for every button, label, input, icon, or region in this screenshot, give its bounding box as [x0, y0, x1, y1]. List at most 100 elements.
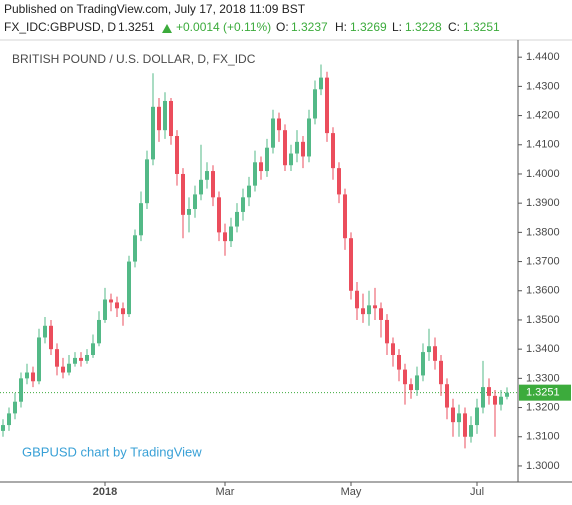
o-value: 1.3237: [291, 20, 328, 34]
candle-body: [349, 238, 353, 291]
candle-body: [67, 363, 71, 373]
candle-body: [229, 226, 233, 242]
candle-body: [247, 185, 251, 198]
candle-body: [385, 319, 389, 344]
candle-body: [145, 159, 149, 204]
candle-body: [259, 162, 263, 172]
watermark: GBPUSD chart by TradingView: [22, 444, 202, 459]
l-label: L:: [392, 20, 402, 34]
candle-body: [37, 337, 41, 382]
candle-body: [487, 387, 491, 396]
candle-body: [79, 357, 83, 361]
candle-body: [43, 325, 47, 338]
candle-body: [331, 133, 335, 169]
candle-body: [421, 352, 425, 376]
y-tick-label: 1.3700: [526, 255, 560, 267]
l-value: 1.3228: [405, 20, 442, 34]
candle-body: [115, 302, 119, 309]
candle-body: [367, 305, 371, 315]
candle-body: [121, 308, 125, 315]
y-tick-label: 1.3400: [526, 343, 560, 355]
candle-body: [451, 407, 455, 423]
candle-body: [481, 387, 485, 408]
y-tick-label: 1.3900: [526, 197, 560, 209]
o-label: O:: [276, 20, 289, 34]
y-tick-label: 1.3600: [526, 285, 560, 297]
candle-body: [61, 366, 65, 373]
candle-body: [1, 425, 5, 431]
candle-body: [313, 89, 317, 119]
candle-body: [253, 162, 257, 186]
candle-body: [13, 401, 17, 414]
candle-body: [175, 136, 179, 174]
candle-body: [127, 261, 131, 315]
candle-body: [25, 372, 29, 379]
up-arrow: [162, 24, 172, 33]
candle-body: [457, 413, 461, 423]
candle-body: [169, 100, 173, 137]
candle-body: [85, 354, 89, 361]
candle-body: [7, 413, 11, 426]
candle-body: [55, 349, 59, 367]
change: +0.0014 (+0.11%): [176, 20, 271, 34]
y-tick-label: 1.4400: [526, 51, 560, 63]
candle-body: [403, 369, 407, 385]
chart-title: BRITISH POUND / U.S. DOLLAR, D, FX_IDC: [12, 52, 256, 66]
candle-body: [343, 194, 347, 239]
candle-body: [409, 384, 413, 391]
y-tick-label: 1.3200: [526, 401, 560, 413]
candle-body: [289, 153, 293, 166]
candle-body: [307, 118, 311, 157]
candle-body: [103, 299, 107, 320]
candle-body: [133, 235, 137, 262]
candle-body: [205, 171, 209, 180]
candle-body: [283, 130, 287, 166]
candle-body: [181, 173, 185, 215]
y-tick-label: 1.4000: [526, 168, 560, 180]
candle-body: [397, 354, 401, 370]
candle-body: [373, 305, 377, 309]
candle-body: [211, 171, 215, 198]
candle-body: [445, 384, 449, 408]
x-tick-label: Mar: [216, 486, 235, 498]
h-label: H:: [335, 20, 347, 34]
candle-body: [325, 77, 329, 134]
candle-body: [151, 106, 155, 160]
candle-body: [469, 425, 473, 437]
candle-body: [139, 203, 143, 236]
y-tick-label: 1.3300: [526, 372, 560, 384]
candle-body: [499, 396, 503, 405]
y-tick-label: 1.4100: [526, 139, 560, 151]
y-tick-label: 1.3500: [526, 314, 560, 326]
candle-body: [91, 343, 95, 355]
candle-body: [433, 346, 437, 361]
candle-body: [163, 100, 167, 131]
candle-body: [109, 299, 113, 303]
candle-body: [157, 106, 161, 131]
candle-body: [265, 147, 269, 172]
candle-body: [427, 346, 431, 353]
candle-body: [223, 232, 227, 242]
h-value: 1.3269: [350, 20, 387, 34]
candle-body: [415, 375, 419, 391]
candle-body: [379, 308, 383, 320]
candle-body: [337, 168, 341, 195]
candle-body: [493, 395, 497, 405]
y-tick-label: 1.3100: [526, 431, 560, 443]
y-tick-label: 1.4200: [526, 109, 560, 121]
candle-body: [73, 357, 77, 364]
candle-body: [301, 141, 305, 157]
x-tick-label: 2018: [93, 486, 117, 498]
y-tick-label: 1.3000: [526, 460, 560, 472]
candle-body: [355, 290, 359, 309]
y-tick-label: 1.4300: [526, 80, 560, 92]
candle-body: [217, 197, 221, 233]
candle-body: [187, 209, 191, 215]
candle-body: [271, 118, 275, 148]
last: 1.3251: [118, 20, 155, 34]
candle-body: [193, 194, 197, 210]
x-tick-label: Jul: [470, 486, 484, 498]
candle-body: [391, 343, 395, 355]
candle-body: [277, 118, 281, 131]
